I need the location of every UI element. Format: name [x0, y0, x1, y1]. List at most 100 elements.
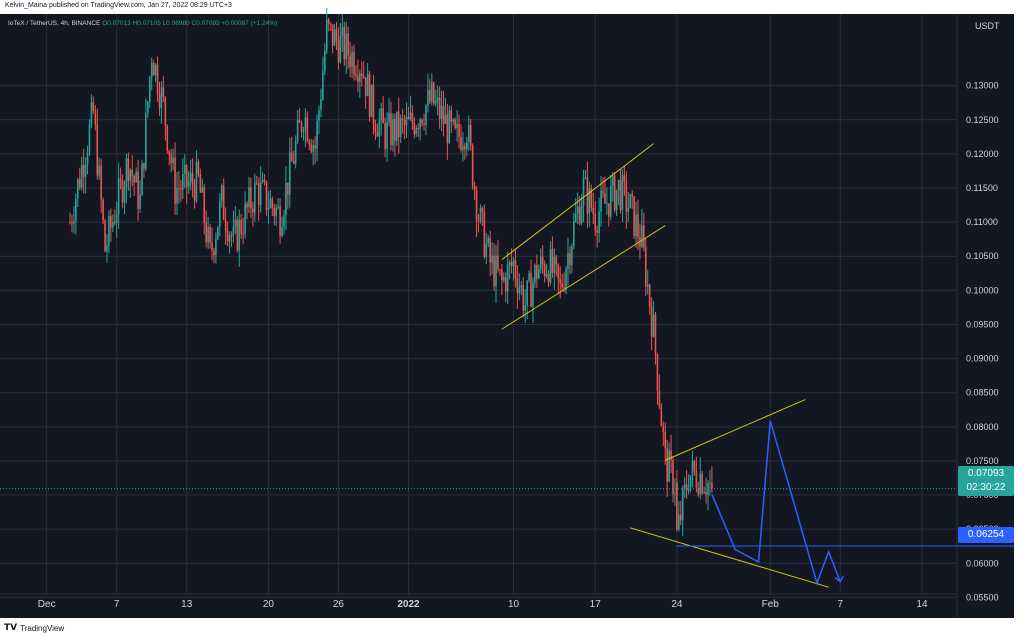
candle-body: [166, 125, 169, 151]
upper-channel-top-trendline: [501, 143, 654, 261]
candle-body: [709, 482, 711, 484]
candle-body: [372, 84, 375, 125]
candle-body: [576, 206, 579, 214]
candle-body: [360, 73, 363, 76]
candle-body: [257, 183, 260, 205]
candle-body: [178, 187, 180, 189]
x-tick-label: 14: [916, 599, 928, 610]
plot-background: [0, 14, 1014, 618]
candle-body: [252, 208, 254, 213]
candle-body: [121, 180, 124, 203]
y-tick-label: 0.08500: [966, 388, 999, 398]
candle-body: [351, 52, 353, 68]
candle-body: [668, 450, 670, 482]
candle-body: [180, 188, 182, 190]
candle-body: [308, 141, 311, 145]
candle-body: [541, 256, 544, 265]
candle-body: [73, 221, 75, 224]
candle-body: [413, 123, 416, 135]
brand-name: TradingView: [20, 623, 65, 633]
candle-body: [543, 264, 546, 277]
candle-body: [551, 248, 554, 274]
candle-body: [479, 207, 482, 222]
symbol-legend[interactable]: IoTeX / TetherUS, 4h, BINANCE O0.07013 H…: [8, 20, 277, 27]
candle-body: [327, 19, 330, 24]
candle-body: [248, 187, 250, 208]
y-axis[interactable]: 0.055000.060000.065000.070000.075000.080…: [966, 81, 999, 603]
tradingview-logo-icon: 𝗧𝗩: [4, 623, 18, 633]
candle-body: [205, 223, 207, 243]
candle-body: [432, 82, 435, 104]
candle-body: [209, 227, 211, 243]
candle-body: [148, 77, 151, 102]
candle-body: [506, 264, 509, 292]
candle-body: [539, 256, 542, 270]
candle-body: [302, 131, 305, 133]
candle-body: [641, 225, 643, 247]
candle-body: [563, 287, 565, 289]
candle-body: [193, 185, 196, 201]
current-price-value: 0.07093: [967, 468, 1005, 479]
candle-body: [343, 27, 346, 60]
candle-body: [117, 178, 120, 215]
candle-body: [380, 108, 383, 121]
candle-body: [510, 262, 513, 267]
candle-body: [220, 185, 223, 201]
candle-body: [475, 189, 478, 221]
candle-body: [637, 214, 639, 238]
footer[interactable]: 𝗧𝗩 TradingView: [4, 623, 64, 633]
candle-body: [152, 62, 155, 76]
candle-body: [314, 144, 316, 149]
candle-body: [695, 470, 698, 488]
candle-body: [277, 206, 279, 208]
candle-body: [98, 165, 101, 176]
y-tick-label: 0.11000: [966, 217, 998, 227]
candle-body: [429, 89, 431, 102]
candle-body: [217, 226, 219, 240]
candle-body: [92, 102, 95, 112]
candle-body: [345, 33, 348, 60]
candle-body: [199, 173, 202, 193]
candle-body: [501, 269, 503, 281]
candle-body: [559, 278, 561, 283]
candle-body: [287, 182, 289, 195]
candle-body: [582, 178, 585, 206]
candle-body: [619, 179, 622, 210]
candle-body: [129, 169, 132, 181]
candle-body: [417, 128, 420, 130]
candle-body: [522, 285, 525, 311]
candle-body: [82, 165, 85, 177]
candle-body: [355, 74, 357, 77]
candle-body: [310, 144, 313, 152]
candle-body: [701, 473, 703, 494]
candle-body: [672, 460, 674, 494]
grid-layer: [0, 14, 958, 618]
candle-body: [86, 152, 89, 165]
candle-body: [516, 278, 519, 294]
candle-body: [600, 190, 602, 212]
candle-body: [135, 171, 137, 183]
candle-body: [571, 246, 573, 266]
candle-body: [222, 185, 225, 220]
candle-body: [386, 122, 388, 149]
candle-body: [654, 314, 657, 355]
candle-body: [182, 173, 184, 190]
candle-body: [168, 150, 171, 156]
candle-body: [127, 158, 130, 181]
candle-body: [172, 157, 174, 164]
candle-body: [401, 118, 404, 120]
candle-body: [215, 239, 217, 256]
candle-body: [147, 101, 149, 114]
candle-body: [705, 492, 707, 495]
x-axis[interactable]: Dec 7 13 20 26 2022 10 17 24 Feb 7 14: [38, 599, 928, 610]
candle-body: [674, 493, 676, 495]
candle-body: [405, 116, 408, 126]
candle-body: [191, 173, 194, 186]
candle-body: [69, 222, 71, 224]
candle-body: [320, 99, 322, 110]
y-tick-label: 0.06000: [966, 558, 999, 568]
candle-body: [617, 179, 620, 190]
candle-body: [608, 203, 610, 217]
